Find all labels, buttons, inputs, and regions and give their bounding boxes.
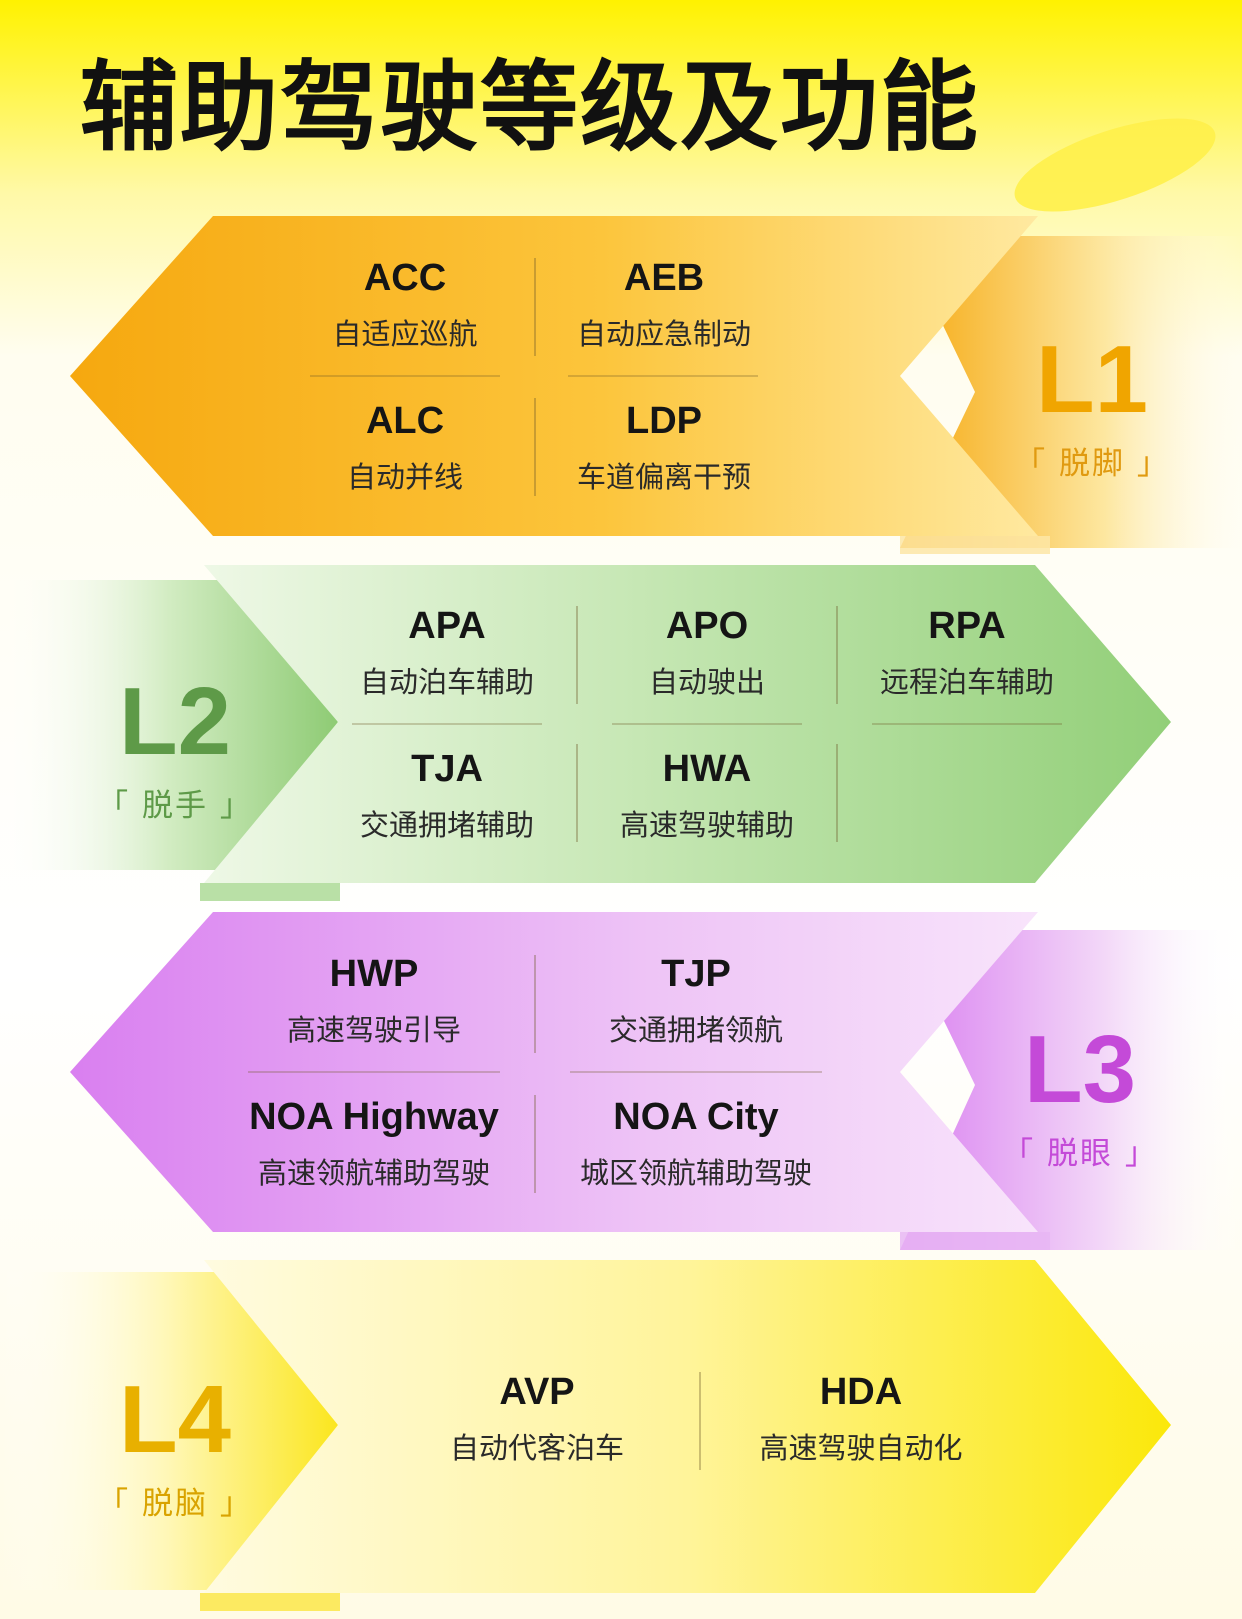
- feature-name: 自动并线: [346, 460, 464, 494]
- level-code: L3: [1023, 1016, 1137, 1123]
- feature-name: 自适应巡航: [332, 317, 478, 351]
- feature-hwp: HWP 高速驾驶引导: [287, 952, 461, 1050]
- feature-name: 高速领航辅助驾驶: [257, 1156, 490, 1190]
- level-tag: 「 脱眼 」: [1002, 1136, 1158, 1172]
- feature-abbr: APO: [665, 605, 749, 647]
- l2-label-arrow: [0, 580, 338, 870]
- feature-name: 远程泊车辅助: [879, 665, 1055, 699]
- feature-abbr: HWA: [662, 748, 752, 790]
- level-code: L1: [1035, 326, 1149, 433]
- feature-acc: ACC 自适应巡航: [332, 256, 477, 354]
- feature-name: 自动驶出: [648, 665, 766, 699]
- feature-hda: HDA 高速驾驶自动化: [759, 1370, 962, 1468]
- l1-arrow-band: [70, 216, 1038, 536]
- feature-abbr: HWP: [329, 953, 419, 995]
- feature-avp: AVP 自动代客泊车: [450, 1370, 624, 1468]
- feature-abbr: NOA Highway: [249, 1096, 499, 1138]
- feature-abbr: APA: [408, 605, 486, 647]
- level-l2-label: L2 「 脱手 」: [97, 674, 253, 825]
- level-l4-label: L4 「 脱脑 」: [97, 1372, 253, 1523]
- level-l1-label: L1 「 脱脚 」: [1014, 332, 1170, 483]
- l3-label-arrow: [900, 930, 1242, 1250]
- feature-name: 车道偏离干预: [576, 460, 752, 494]
- feature-name: 高速驾驶辅助: [619, 808, 795, 842]
- feature-abbr: AVP: [499, 1371, 575, 1413]
- feature-noa-city: NOA City 城区领航辅助驾驶: [580, 1095, 812, 1193]
- l4-arrow-band: [204, 1260, 1171, 1593]
- feature-name: 高速驾驶自动化: [759, 1431, 963, 1465]
- feature-name: 交通拥堵领航: [608, 1013, 784, 1047]
- feature-abbr: TJA: [411, 748, 483, 790]
- level-tag: 「 脱脚 」: [1014, 446, 1170, 482]
- page-title: 辅助驾驶等级及功能: [80, 51, 981, 165]
- level-tag: 「 脱手 」: [97, 788, 253, 824]
- feature-hwa: HWA 高速驾驶辅助: [620, 747, 794, 845]
- feature-tja: TJA 交通拥堵辅助: [360, 747, 534, 845]
- feature-abbr: TJP: [661, 953, 731, 995]
- feature-noa-highway: NOA Highway 高速领航辅助驾驶: [249, 1095, 499, 1193]
- l1-label-arrow: [900, 236, 1242, 548]
- feature-apa: APA 自动泊车辅助: [360, 604, 534, 702]
- feature-aeb: AEB 自动应急制动: [577, 256, 751, 354]
- feature-alc: ALC 自动并线: [347, 399, 463, 497]
- level-l3-label: L3 「 脱眼 」: [1002, 1022, 1158, 1173]
- feature-name: 城区领航辅助驾驶: [579, 1156, 813, 1190]
- feature-apo: APO 自动驶出: [649, 604, 765, 702]
- feature-name: 自动代客泊车: [449, 1431, 625, 1465]
- l3-arrow-band: [70, 912, 1038, 1232]
- feature-abbr: RPA: [928, 605, 1006, 647]
- feature-abbr: NOA City: [613, 1096, 779, 1138]
- feature-ldp: LDP 车道偏离干预: [577, 399, 751, 497]
- feature-abbr: ALC: [365, 400, 445, 442]
- feature-abbr: ACC: [363, 257, 447, 299]
- feature-abbr: HDA: [819, 1371, 903, 1413]
- feature-name: 交通拥堵辅助: [359, 808, 535, 842]
- feature-name: 自动应急制动: [576, 317, 752, 351]
- feature-tjp: TJP 交通拥堵领航: [609, 952, 783, 1050]
- level-code: L4: [118, 1366, 232, 1473]
- level-tag: 「 脱脑 」: [97, 1486, 253, 1522]
- feature-abbr: LDP: [625, 400, 702, 442]
- feature-abbr: AEB: [623, 257, 705, 299]
- l2-arrow-band: [204, 565, 1171, 883]
- l4-label-arrow: [0, 1272, 338, 1590]
- feature-name: 高速驾驶引导: [286, 1013, 462, 1047]
- level-code: L2: [118, 668, 232, 775]
- feature-name: 自动泊车辅助: [359, 665, 535, 699]
- feature-rpa: RPA 远程泊车辅助: [880, 604, 1054, 702]
